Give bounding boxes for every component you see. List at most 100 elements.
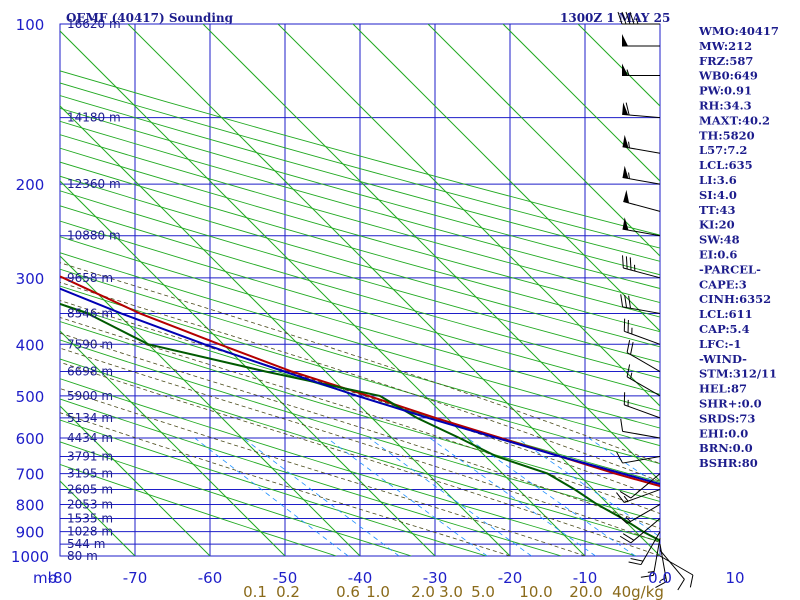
dry-adiabat-line [60,268,660,447]
temperature-tick-label: -60 [198,569,223,587]
height-label: 5900 m [67,389,113,403]
saturated-adiabat-line [60,300,660,499]
wind-barb-half [630,372,633,379]
stability-index-item: -PARCEL- [699,262,761,276]
height-label: 14180 m [67,111,121,125]
wind-barb-staff [623,201,661,212]
wind-barb [622,165,661,185]
wind-barb-full [629,257,632,271]
stability-index-item: MAXT:40.2 [699,113,770,127]
saturated-adiabat-line [60,388,586,556]
wind-barb-staff [622,430,661,439]
wind-barb-staff [622,455,661,464]
saturated-adiabat-line [60,262,660,464]
isotherm-line [60,30,586,556]
mixing-ratio-tick-label: 0.1 [243,583,267,600]
wind-barb [622,134,661,154]
stability-index-item: -WIND- [699,352,747,366]
wind-barb-full [617,514,628,524]
height-label: 10880 m [67,229,121,243]
wind-barb-full [625,102,630,116]
stability-index-item: CAPE:3 [699,277,747,291]
wind-barb [640,537,661,578]
dry-adiabat-line [60,120,660,289]
mixing-ratio-line [516,437,660,538]
height-label: 9658 m [67,271,113,285]
isotherm-line [502,24,660,182]
wind-barb-flag [622,34,628,47]
saturated-adiabat-line [60,412,511,556]
wind-barb-staff [626,352,661,372]
dry-adiabat-line [60,419,487,556]
wind-barb-full [620,294,624,307]
wind-barb-full [617,11,623,25]
stability-index-item: LCL:635 [699,158,753,172]
stability-index-panel: WMO:40417MW:212FRZ:587WB0:649PW:0.91RH:3… [698,24,779,470]
stability-index-item: SI:4.0 [699,188,737,202]
dry-adiabat-line [60,95,660,262]
wind-barb-full [626,340,631,353]
height-label: 6698 m [67,365,113,379]
stability-index-item: FRZ:587 [699,54,753,68]
dry-adiabat-line [60,358,660,543]
wind-barb-staff [624,330,661,345]
mixing-ratio-tick-label: 1.0 [366,583,390,600]
wind-barb-full [689,574,694,588]
wind-barb-staff [626,376,661,397]
isotherm-line [277,24,660,407]
wind-barb-staff [630,473,661,499]
stability-index-item: SRDS:73 [699,411,755,425]
wind-barb-flag [622,217,629,231]
temperature-tick-label: 0.0 [648,569,672,587]
wind-barb-full [630,342,634,355]
wind-barb [659,549,685,591]
wind-barb-half [628,172,630,179]
height-label: 12360 m [67,177,121,191]
datetime-label: 1300Z 1 MAY 25 [560,11,670,25]
wind-barb [623,318,661,345]
wind-barb-half [626,69,630,76]
wind-barb [617,504,661,524]
stability-index-item: STM:312/11 [699,367,777,381]
wind-barb-flag [622,165,629,179]
wind-barb-half [625,516,631,522]
mixing-ratio-tick-label: 40g/kg [612,583,664,600]
wind-barb-staff [652,537,661,576]
pressure-tick-label: 1000 [11,548,49,566]
wind-barb-half [660,577,667,582]
isotherm-line [427,24,660,257]
dry-adiabat-line [60,161,660,333]
dry-adiabat-line [60,147,660,318]
pressure-tick-label: 400 [16,336,45,354]
wind-barb-full [626,364,631,377]
wind-barb-full [619,535,632,544]
stability-index-item: WMO:40417 [698,24,779,38]
stability-index-item: EHI:0.0 [699,426,748,440]
height-label: 7590 m [67,337,113,351]
wind-barb-full [640,574,654,578]
wind-barb [617,11,660,25]
wind-barb-staff [659,544,668,582]
stability-index-item: CINH:6352 [699,292,771,306]
wind-barb [622,102,661,119]
stability-index-item: BSHR:80 [699,456,758,470]
wind-barb-staff [659,555,694,576]
isotherm-line [352,24,660,332]
stability-index-item: MW:212 [699,39,752,53]
height-label: 8546 m [67,306,113,320]
mixing-ratio-line [326,437,488,556]
stability-index-item: SHR+:0.0 [699,397,762,411]
stability-index-item: TT:43 [699,203,736,217]
isotherm-line [127,24,660,556]
wind-barb [623,189,661,212]
wind-barb-full [620,418,624,432]
wind-barb [626,364,661,397]
wind-barb-full [622,533,635,541]
mixing-ratio-line [242,437,400,556]
dry-adiabat-line [60,321,660,502]
dry-adiabat-line [60,236,660,412]
stability-index-item: TH:5820 [699,128,755,142]
pressure-tick-label: 700 [16,466,45,484]
wind-barb-full [624,294,628,308]
wind-barb-staff [622,113,661,119]
